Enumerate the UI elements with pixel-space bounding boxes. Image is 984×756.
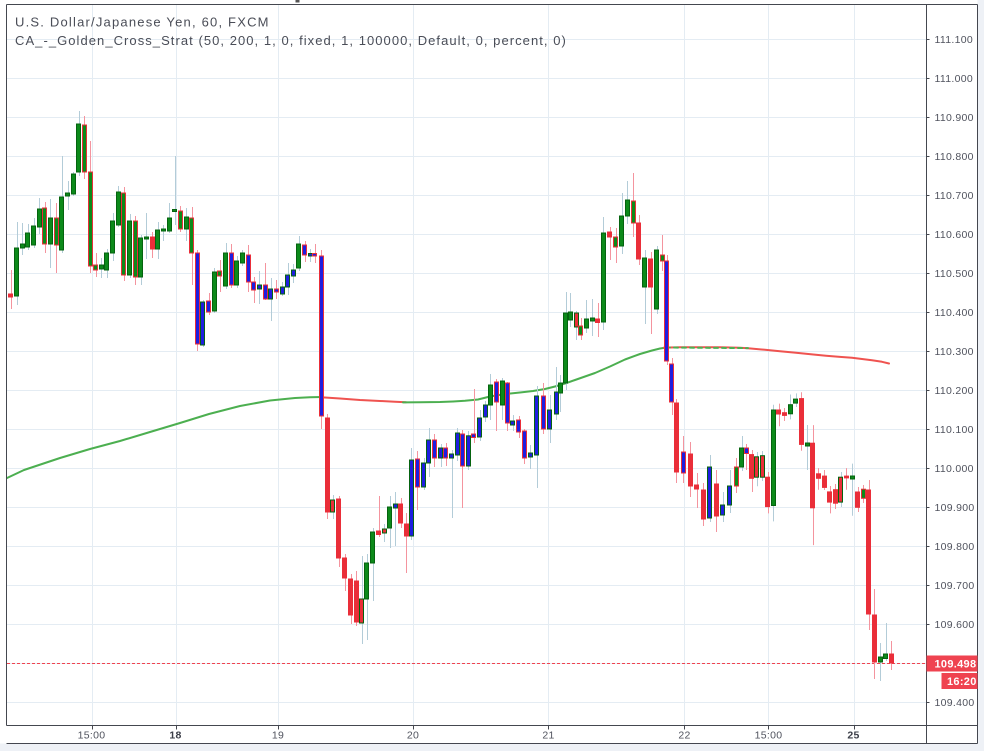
svg-text:111.000: 111.000: [935, 73, 974, 85]
svg-text:110.800: 110.800: [935, 151, 974, 163]
svg-text:109.400: 109.400: [935, 697, 975, 709]
svg-text:18: 18: [169, 730, 181, 742]
svg-text:CA_-_Golden_Cross_Strat (50, 2: CA_-_Golden_Cross_Strat (50, 200, 1, 0, …: [15, 33, 567, 48]
svg-text:109.800: 109.800: [935, 541, 975, 553]
svg-text:19: 19: [272, 730, 284, 742]
svg-text:109.498: 109.498: [935, 659, 977, 671]
svg-text:109.900: 109.900: [935, 502, 975, 514]
svg-text:110.700: 110.700: [935, 190, 974, 202]
svg-text:110.900: 110.900: [935, 112, 974, 124]
svg-text:110.000: 110.000: [935, 463, 974, 475]
svg-text:110.600: 110.600: [935, 229, 974, 241]
svg-text:109.700: 109.700: [935, 580, 975, 592]
svg-text:110.100: 110.100: [935, 424, 974, 436]
svg-text:15:00: 15:00: [755, 730, 783, 742]
svg-text:110.200: 110.200: [935, 385, 974, 397]
svg-text:16:20: 16:20: [947, 676, 977, 688]
svg-text:25: 25: [847, 730, 859, 742]
svg-text:111.100: 111.100: [935, 34, 974, 46]
svg-text:21: 21: [542, 730, 554, 742]
svg-text:22: 22: [678, 730, 690, 742]
svg-text:110.400: 110.400: [935, 307, 974, 319]
svg-text:110.300: 110.300: [935, 346, 974, 358]
svg-text:110.500: 110.500: [935, 268, 974, 280]
svg-text:20: 20: [407, 730, 419, 742]
svg-text:109.600: 109.600: [935, 619, 975, 631]
svg-text:U.S. Dollar/Japanese Yen, 60,: U.S. Dollar/Japanese Yen, 60, FXCM: [15, 15, 270, 30]
svg-text:15:00: 15:00: [78, 730, 106, 742]
